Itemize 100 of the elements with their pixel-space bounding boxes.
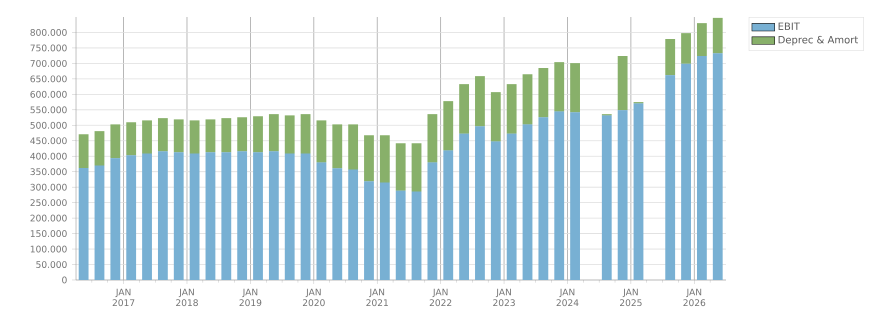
bar — [300, 153, 310, 280]
x-tick-label: JAN 2017 — [112, 288, 134, 306]
bar — [412, 143, 422, 192]
bar — [522, 74, 532, 124]
bar — [190, 153, 200, 280]
legend-label: Deprec & Amort — [778, 36, 858, 46]
y-tick-label: 650.000 — [30, 75, 67, 82]
bar — [221, 152, 232, 280]
y-tick-label: 100.000 — [30, 246, 67, 252]
y-tick-label: 150.000 — [30, 230, 67, 237]
y-tick-label: 400.000 — [30, 152, 67, 160]
bar — [268, 151, 279, 280]
bar — [316, 120, 326, 162]
bar — [348, 124, 358, 170]
bar — [364, 181, 374, 280]
bar — [618, 110, 628, 280]
bar — [190, 120, 200, 154]
bar — [443, 101, 454, 150]
bar — [78, 168, 89, 280]
bar — [538, 117, 548, 280]
bar — [221, 118, 232, 152]
bar — [142, 153, 152, 280]
x-tick-label: JAN 2019 — [240, 288, 262, 306]
bar — [696, 23, 707, 56]
bar — [174, 152, 184, 280]
bar — [475, 126, 485, 280]
bar — [490, 92, 501, 142]
bar — [253, 116, 263, 152]
y-tick-label: 700.000 — [30, 60, 67, 67]
bar — [174, 119, 184, 152]
bar — [364, 135, 374, 182]
bar — [284, 153, 295, 280]
y-tick-label: 550.000 — [30, 106, 67, 114]
bar — [696, 56, 707, 280]
bar — [348, 170, 358, 280]
y-tick-label: 500.000 — [30, 122, 67, 129]
x-tick-label: JAN 2026 — [683, 288, 706, 306]
bar — [634, 103, 644, 280]
bar — [206, 119, 216, 152]
y-tick-label: 0 — [62, 276, 67, 284]
bar — [665, 75, 676, 280]
y-tick-label: 600.000 — [30, 90, 67, 98]
bar — [618, 56, 628, 110]
bar — [522, 124, 532, 280]
bar — [665, 38, 676, 76]
y-tick-label: 750.000 — [30, 44, 67, 52]
bar — [538, 68, 548, 118]
bar — [126, 122, 136, 156]
bar — [316, 162, 326, 280]
y-tick-label: 200.000 — [30, 214, 67, 222]
bar — [284, 115, 295, 154]
x-tick-label: JAN 2022 — [430, 288, 452, 306]
bar — [475, 76, 485, 126]
bar — [459, 84, 470, 134]
bar — [681, 64, 691, 280]
legend-label: EBIT — [778, 22, 800, 30]
bar — [237, 151, 248, 280]
bar — [506, 84, 517, 134]
bar — [681, 33, 691, 64]
bar — [94, 166, 104, 280]
bar — [490, 141, 501, 280]
y-tick-label: 350.000 — [30, 168, 67, 176]
bar — [506, 134, 517, 280]
bar — [253, 152, 263, 280]
bar — [237, 117, 248, 152]
bar — [142, 120, 152, 154]
bar — [380, 135, 390, 183]
bar — [570, 112, 580, 280]
x-tick-label: JAN 2020 — [302, 288, 325, 306]
bar — [443, 150, 454, 280]
bar — [396, 143, 406, 191]
bar — [268, 114, 279, 152]
bar — [332, 124, 342, 168]
y-tick-label: 800.000 — [30, 29, 67, 36]
bar — [126, 155, 136, 280]
bar — [380, 182, 390, 280]
bar — [412, 191, 422, 280]
bar — [459, 134, 470, 280]
bar — [206, 152, 216, 280]
x-tick-label: JAN 2023 — [493, 288, 515, 306]
bar — [110, 124, 120, 158]
bar — [332, 168, 342, 280]
y-tick-label: 250.000 — [30, 199, 67, 206]
bar — [94, 131, 104, 166]
y-tick-label: 300.000 — [30, 184, 67, 191]
bar — [554, 111, 564, 280]
y-tick-label: 450.000 — [30, 137, 67, 144]
x-tick-label: JAN 2018 — [176, 288, 198, 306]
bar — [602, 115, 612, 280]
x-tick-label: JAN 2021 — [366, 288, 388, 306]
x-tick-label: JAN 2024 — [556, 288, 578, 306]
bar — [110, 158, 120, 280]
bar — [396, 190, 406, 280]
bar — [158, 151, 168, 280]
bar — [427, 162, 438, 280]
bar — [570, 63, 580, 112]
bar — [78, 134, 89, 168]
bar — [554, 62, 564, 112]
bar — [427, 114, 438, 162]
bar — [300, 114, 310, 154]
